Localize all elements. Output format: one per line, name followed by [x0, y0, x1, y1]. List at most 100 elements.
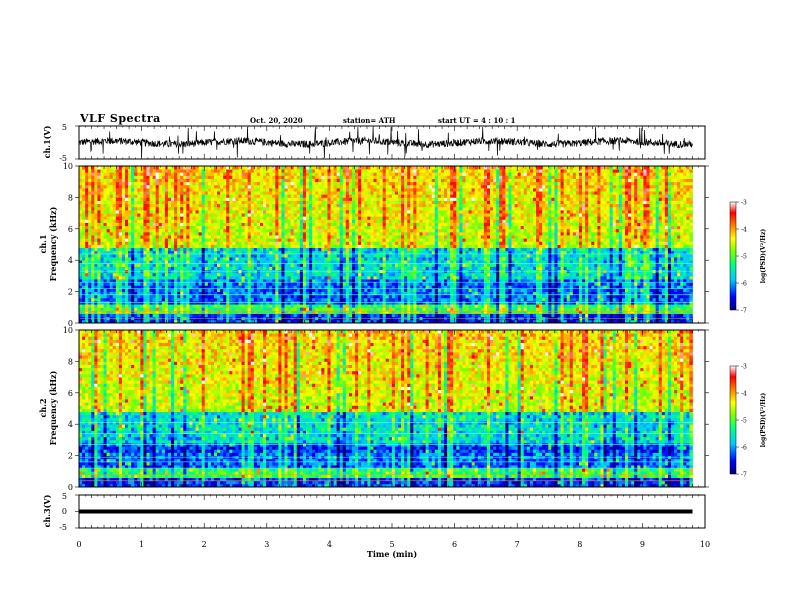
spectrogram-cell — [290, 225, 295, 230]
spectrogram-cell — [94, 247, 98, 252]
spectrogram-cell — [112, 304, 117, 308]
spectrogram-cell — [100, 260, 104, 264]
spectrogram-cell — [82, 213, 86, 217]
spectrogram-cell — [315, 219, 319, 223]
spectrogram-cell — [207, 216, 212, 220]
spectrogram-cell — [250, 238, 255, 242]
spectrogram-cell — [115, 263, 120, 267]
spectrogram-cell — [290, 250, 295, 255]
spectrogram-cell — [85, 175, 89, 179]
spectrogram-cell — [352, 181, 356, 186]
spectrogram-cell — [355, 285, 359, 289]
spectrogram-cell — [299, 184, 304, 189]
spectrogram-cell — [131, 216, 135, 220]
spectrogram-cell — [284, 238, 288, 242]
spectrogram-cell — [125, 228, 129, 233]
spectrogram-cell — [263, 228, 267, 233]
spectrogram-cell — [367, 266, 371, 271]
spectrogram-cell — [355, 209, 359, 214]
spectrogram-cell — [217, 282, 221, 286]
spectrogram-cell — [370, 260, 374, 264]
ch1-ytick-top: 5 — [62, 123, 67, 132]
spectrogram-cell — [189, 203, 193, 208]
spectrogram-cell — [167, 175, 172, 179]
spectrogram-cell — [79, 291, 83, 296]
spectrogram-cell — [223, 181, 227, 186]
spectrogram-cell — [171, 172, 175, 176]
spectrogram-cell — [103, 241, 108, 245]
spectrogram-cell — [134, 313, 138, 318]
spectrogram-cell — [128, 235, 132, 239]
spectrogram-cell — [217, 263, 221, 267]
spectrogram-cell — [352, 279, 356, 283]
spectrogram-cell — [305, 181, 310, 186]
spectrogram-cell — [106, 231, 111, 236]
spectrogram-cell — [103, 209, 108, 214]
spectrogram-cell — [115, 257, 120, 261]
spectrogram-cell — [103, 191, 108, 195]
spectrogram-cell — [88, 307, 92, 311]
spectrogram-cell — [263, 222, 267, 227]
spectrogram-cell — [259, 244, 264, 249]
spectrogram-cell — [253, 307, 258, 311]
spectrogram-cell — [275, 285, 279, 289]
spectrogram-cell — [161, 181, 166, 186]
spectrogram-cell — [82, 225, 86, 230]
spectrogram-cell — [293, 231, 298, 236]
spectrogram-cell — [210, 216, 215, 220]
spectrogram-cell — [155, 178, 160, 183]
spectrogram-cell — [140, 231, 144, 236]
spectrogram-cell — [189, 181, 193, 186]
spectrogram-cell — [244, 178, 249, 183]
spectrogram-cell — [91, 282, 95, 286]
spectrogram-cell — [177, 244, 181, 249]
spectrogram-cell — [370, 263, 374, 267]
spectrogram-cell — [210, 310, 215, 314]
spectrogram-cell — [112, 279, 117, 283]
spectrogram-cell — [149, 225, 154, 230]
spectrogram-cell — [192, 260, 196, 264]
spectrogram-cell — [192, 209, 196, 214]
spectrogram-cell — [174, 184, 178, 189]
spectrogram-cell — [220, 206, 224, 211]
spectrogram-cell — [112, 194, 117, 198]
spectrogram-cell — [161, 213, 166, 217]
spectrogram-cell — [189, 235, 193, 239]
spectrogram-cell — [121, 319, 126, 324]
spectrogram-cell — [358, 238, 362, 242]
spectrogram-cell — [103, 285, 108, 289]
spectrogram-cell — [109, 279, 114, 283]
spectrogram-cell — [167, 166, 172, 170]
spectrogram-cell — [272, 200, 276, 205]
spectrogram-cell — [361, 279, 365, 283]
spectrogram-cell — [232, 203, 236, 208]
spectrogram-cell — [284, 228, 288, 233]
spectrogram-cell — [112, 285, 117, 289]
spectrogram-cell — [189, 169, 193, 173]
spectrogram-cell — [238, 206, 242, 211]
spectrogram-cell — [312, 253, 316, 258]
spectrogram-cell — [204, 191, 209, 195]
spectrogram-cell — [312, 272, 316, 277]
spectrogram-cell — [134, 187, 138, 192]
spectrogram-cell — [299, 247, 304, 252]
spectrogram-cell — [281, 307, 285, 311]
spectrogram-cell — [195, 228, 200, 233]
spectrogram-cell — [220, 282, 224, 286]
spectrogram-cell — [367, 213, 371, 217]
spectrogram-cell — [293, 191, 298, 195]
spectrogram-cell — [213, 257, 218, 261]
spectrogram-cell — [125, 313, 129, 318]
spectrogram-cell — [266, 275, 270, 280]
spectrogram-cell — [137, 275, 141, 280]
spectrogram-cell — [189, 288, 193, 292]
spectrogram-cell — [183, 169, 187, 173]
spectrogram-cell — [247, 203, 252, 208]
spectrogram-cell — [220, 260, 224, 264]
spectrogram-cell — [241, 250, 246, 255]
spectrogram-cell — [278, 219, 282, 223]
spectrogram-cell — [336, 225, 341, 230]
spectrogram-cell — [82, 319, 86, 324]
spectrogram-cell — [336, 272, 341, 277]
spectrogram-cell — [85, 272, 89, 277]
